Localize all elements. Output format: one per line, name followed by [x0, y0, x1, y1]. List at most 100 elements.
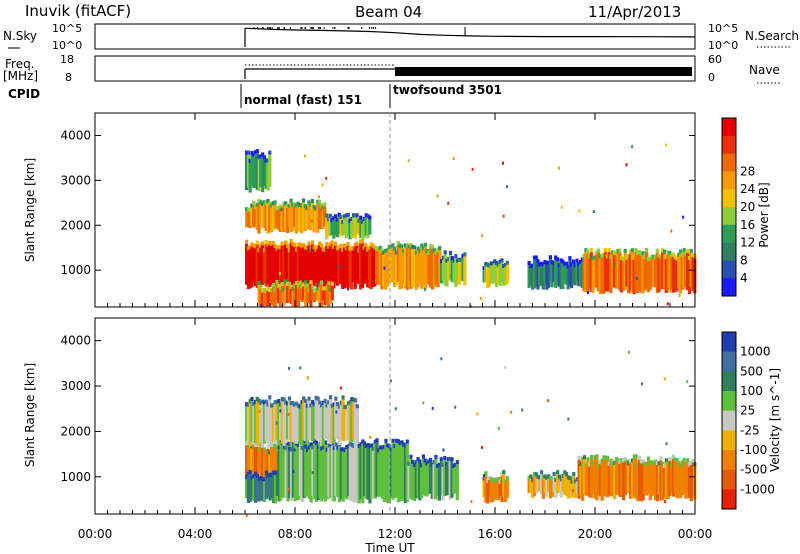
- heat-cell: [280, 401, 284, 444]
- heat-cell: [343, 408, 347, 441]
- heat-speckle: [628, 350, 631, 354]
- heat-speckle: [476, 412, 479, 416]
- heat-cell: [284, 244, 288, 288]
- heat-cell: [384, 248, 388, 253]
- heat-cell: [666, 460, 670, 465]
- heat-cell: [677, 252, 681, 257]
- heat-speckle: [678, 293, 681, 297]
- heat-cell: [294, 203, 298, 208]
- heat-speckle: [309, 248, 312, 252]
- heat-cell: [332, 220, 336, 239]
- heat-cell: [482, 476, 486, 481]
- heat-cell: [580, 261, 584, 288]
- heat-cell: [257, 203, 261, 234]
- heat-cell: [411, 459, 415, 464]
- heat-speckle: [578, 209, 581, 213]
- heat-cell: [605, 455, 610, 460]
- heat-cell: [355, 245, 359, 283]
- heat-cell: [289, 288, 293, 304]
- heat-cell: [573, 262, 577, 267]
- heat-cell: [268, 205, 272, 233]
- heat-cell: [493, 481, 497, 500]
- heat-cell: [534, 472, 538, 477]
- heat-cell: [364, 443, 368, 449]
- heat-cell: [328, 246, 332, 287]
- heat-cell: [607, 248, 611, 253]
- heat-speckle: [502, 161, 505, 165]
- heat-cell: [648, 460, 652, 465]
- heat-cell: [412, 249, 417, 287]
- heat-cell: [270, 477, 274, 499]
- heat-cell: [250, 203, 254, 208]
- heat-cell: [255, 396, 259, 401]
- heat-cell: [613, 464, 617, 500]
- heat-cell: [389, 447, 393, 452]
- x-axis-label: Time UT: [364, 541, 415, 554]
- heat-cell: [323, 251, 327, 289]
- heat-cell: [609, 462, 613, 497]
- heat-cell: [589, 459, 594, 499]
- heat-cell: [259, 243, 263, 248]
- heat-cell: [327, 285, 331, 307]
- heat-cell: [382, 444, 386, 449]
- heat-cell: [561, 473, 565, 478]
- heat-cell: [662, 464, 667, 469]
- heat-cell: [293, 406, 297, 444]
- heat-cell: [343, 404, 347, 409]
- heat-cell: [595, 254, 599, 288]
- heat-cell: [305, 245, 309, 250]
- heat-cell: [339, 214, 343, 219]
- heat-cell: [266, 286, 270, 291]
- heat-cell: [312, 245, 316, 250]
- heat-cell: [348, 445, 352, 501]
- heat-cell: [545, 479, 549, 497]
- heat-cell: [603, 252, 608, 292]
- heat-cell: [377, 452, 381, 497]
- heat-cell: [443, 254, 447, 286]
- heat-cell: [364, 247, 368, 283]
- heat-cell: [262, 155, 267, 160]
- heat-cell: [441, 462, 445, 468]
- heat-cell: [320, 446, 324, 451]
- heat-cell: [636, 254, 640, 293]
- heat-cell: [271, 201, 275, 206]
- heat-cell: [580, 257, 584, 262]
- heat-cell: [316, 286, 320, 291]
- heat-cell: [336, 445, 340, 450]
- heat-cell: [282, 201, 286, 206]
- heat-cell: [605, 254, 609, 259]
- heat-cell: [344, 213, 348, 218]
- heat-cell: [261, 152, 265, 157]
- heat-cell: [376, 251, 381, 285]
- heat-cell: [595, 454, 599, 459]
- cpid-segment-1: normal (fast) 151: [244, 93, 362, 107]
- heat-cell: [248, 245, 252, 250]
- heat-cell: [554, 259, 558, 288]
- heat-cell: [623, 248, 627, 253]
- heat-cell: [289, 447, 294, 452]
- heat-cell: [634, 248, 638, 253]
- beam-title: Beam 04: [355, 3, 422, 21]
- heat-speckle: [664, 500, 667, 504]
- heat-cell: [573, 479, 578, 484]
- heat-cell: [671, 252, 675, 257]
- heat-cell: [600, 462, 604, 501]
- heat-cell: [318, 400, 322, 405]
- heat-cell: [621, 257, 625, 262]
- heat-cell: [643, 465, 647, 495]
- heat-cell: [350, 250, 354, 290]
- heat-cell: [266, 406, 270, 444]
- heat-cell: [625, 255, 629, 260]
- heat-cell: [376, 247, 381, 252]
- heat-cell: [582, 459, 587, 494]
- heat-cell: [598, 460, 603, 465]
- heat-cell: [434, 454, 438, 459]
- heat-cell: [441, 467, 445, 501]
- heat-cell: [318, 241, 322, 246]
- heat-cell: [427, 463, 431, 495]
- heat-cell: [487, 267, 492, 287]
- heat-cell: [430, 244, 435, 249]
- heat-cell: [289, 405, 293, 443]
- heat-cell: [312, 249, 316, 287]
- heat-cell: [352, 213, 356, 218]
